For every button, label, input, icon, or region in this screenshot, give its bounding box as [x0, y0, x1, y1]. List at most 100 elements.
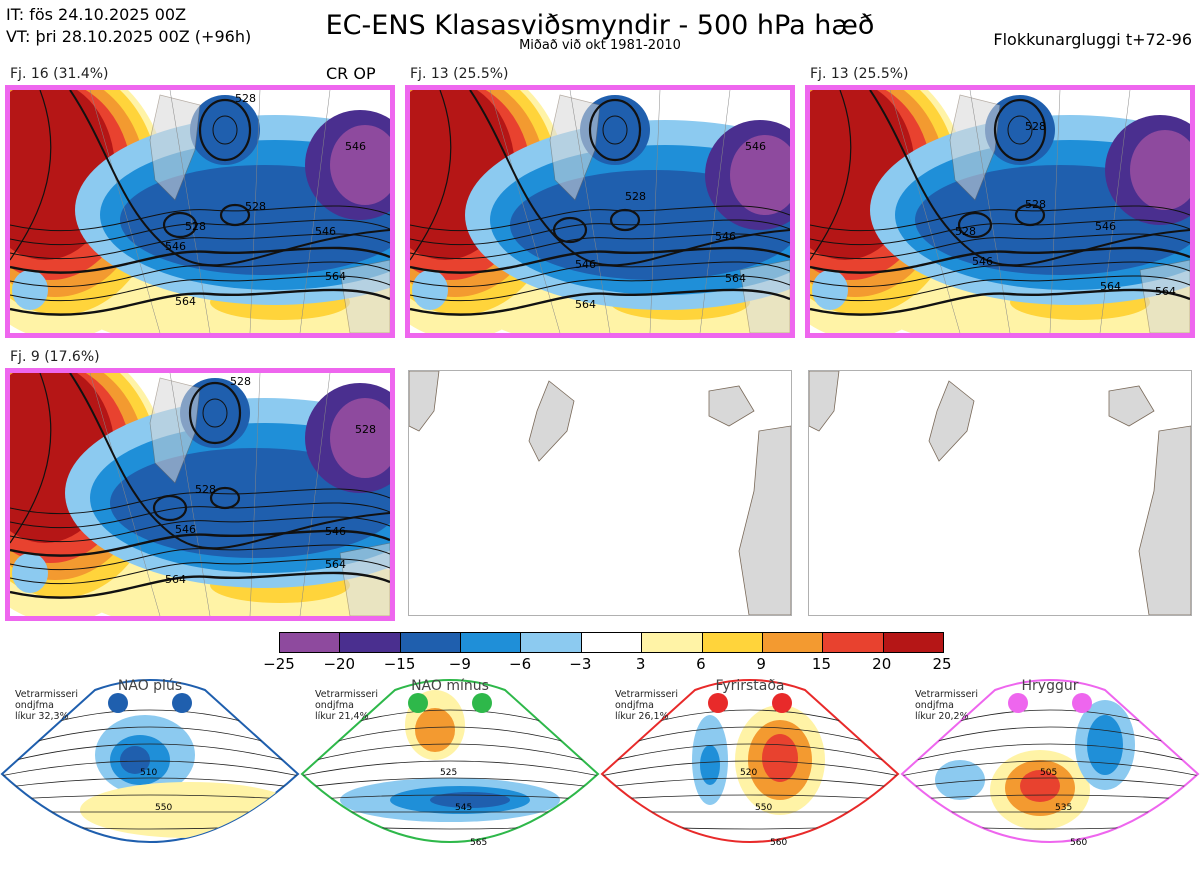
- colorbar-bin: [883, 633, 943, 652]
- contour-label: 564: [325, 270, 346, 283]
- regime-contour-label: 560: [770, 838, 787, 848]
- regime-name: Fyrirstaða: [716, 678, 785, 694]
- colorbar-bin: [581, 633, 643, 652]
- empty-map-2: [808, 370, 1192, 616]
- regime-marker: [772, 693, 792, 713]
- classification-window: Flokkunargluggi t+72-96: [993, 30, 1192, 49]
- contour-label: 528: [1025, 120, 1046, 133]
- colorbar-tick: −25: [263, 655, 295, 673]
- colorbar-bin: [823, 633, 884, 652]
- cluster-1-label: Fj. 16 (31.4%): [10, 66, 109, 82]
- contour-label: 564: [165, 573, 186, 586]
- contour-label: 564: [575, 298, 596, 311]
- contour-label: 528: [955, 225, 976, 238]
- colorbar-tick: 20: [872, 655, 892, 673]
- cluster-map-4-svg: 528 528 528 546 546 564 564: [10, 373, 390, 616]
- cluster-map-1[interactable]: 528 528 528 546 546 546 564 564: [5, 85, 395, 338]
- regime-marker: [1072, 693, 1092, 713]
- regime-note: Vetrarmisseri: [615, 689, 678, 700]
- cluster-map-1-svg: 528 528 528 546 546 546 564 564: [10, 90, 390, 333]
- contour-label: 564: [725, 272, 746, 285]
- regime-note: líkur 20,2%: [915, 711, 969, 722]
- contour-label: 546: [575, 258, 596, 271]
- regime-contour-label: 535: [1055, 803, 1072, 813]
- colorbar-bin: [702, 633, 763, 652]
- colorbar-bin: [642, 633, 703, 652]
- regime-name: Hryggur: [1022, 678, 1079, 694]
- contour-label: 528: [625, 190, 646, 203]
- regime-contour-label: 550: [155, 803, 172, 813]
- contour-label: 546: [165, 240, 186, 253]
- regime-note: ondjfma: [15, 700, 54, 711]
- cluster-map-3[interactable]: 528 528 528 546 546 564 564: [805, 85, 1195, 338]
- regime-contour-label: 545: [455, 803, 472, 813]
- regime-note: líkur 26,1%: [615, 711, 669, 722]
- anomaly-colorbar: [279, 632, 944, 653]
- contour-label: 546: [345, 140, 366, 153]
- regime-marker: [472, 693, 492, 713]
- regime-contour-label: 505: [1040, 768, 1057, 778]
- contour-label: 528: [185, 220, 206, 233]
- colorbar-tick: 9: [756, 655, 766, 673]
- colorbar-tick: 3: [635, 655, 646, 673]
- valid-time: VT: þri 28.10.2025 00Z (+96h): [6, 27, 252, 46]
- colorbar-tick: −6: [509, 655, 532, 673]
- colorbar-bin: [280, 633, 341, 652]
- colorbar-tick: −15: [383, 655, 416, 673]
- contour-label: 546: [972, 255, 993, 268]
- contour-label: 546: [1095, 220, 1116, 233]
- regime-contour-label: 560: [1070, 838, 1087, 848]
- contour-label: 564: [175, 295, 196, 308]
- regime-note: líkur 21,4%: [315, 711, 369, 722]
- regime-note: ondjfma: [315, 700, 354, 711]
- contour-label: 546: [325, 525, 346, 538]
- regime-note: Vetrarmisseri: [915, 689, 978, 700]
- regime-marker: [108, 693, 128, 713]
- regime-contour-label: 550: [755, 803, 772, 813]
- colorbar-bin: [340, 633, 401, 652]
- colorbar-bin: [762, 633, 824, 652]
- regime-name: NAO plús: [118, 678, 182, 694]
- cluster-map-2[interactable]: 528 546 546 546 564 564: [405, 85, 795, 338]
- init-time: IT: fös 24.10.2025 00Z: [6, 5, 187, 24]
- cluster-3-label: Fj. 13 (25.5%): [810, 66, 909, 82]
- contour-label: 528: [1025, 198, 1046, 211]
- colorbar-tick: −9: [448, 655, 471, 673]
- cluster-map-3-svg: 528 528 528 546 546 564 564: [810, 90, 1190, 333]
- regime-marker: [408, 693, 428, 713]
- regime-marker: [708, 693, 728, 713]
- cluster-4-label: Fj. 9 (17.6%): [10, 349, 100, 365]
- contour-label: 564: [1100, 280, 1121, 293]
- regime-marker: [1008, 693, 1028, 713]
- colorbar-tick: 25: [932, 655, 952, 673]
- contour-label: 546: [175, 523, 196, 536]
- colorbar-tick: −20: [323, 655, 356, 673]
- contour-label: 546: [715, 230, 736, 243]
- colorbar-bin: [461, 633, 522, 652]
- regime-contour-label: 525: [440, 768, 457, 778]
- contour-label: 528: [235, 92, 256, 105]
- cluster-map-2-svg: 528 546 546 546 564 564: [410, 90, 790, 333]
- contour-label: 528: [195, 483, 216, 496]
- colorbar-bin: [521, 633, 582, 652]
- colorbar-tick: 6: [696, 655, 706, 673]
- regime-note: ondjfma: [915, 700, 954, 711]
- colorbar-bin: [400, 633, 462, 652]
- page-title: EC-ENS Klasasviðsmyndir - 500 hPa hæð: [325, 10, 875, 41]
- regime-contour-label: 520: [740, 768, 757, 778]
- empty-map-1: [408, 370, 792, 616]
- regime-name: NAO mínus: [411, 678, 489, 694]
- cluster-1-tag: CR OP: [326, 64, 376, 83]
- contour-label: 528: [245, 200, 266, 213]
- cluster-map-4[interactable]: 528 528 528 546 546 564 564: [5, 368, 395, 621]
- contour-label: 564: [1155, 285, 1176, 298]
- regime-note: líkur 32,3%: [15, 711, 69, 722]
- page-subtitle: Miðað við okt 1981-2010: [519, 38, 681, 53]
- regime-note: ondjfma: [615, 700, 654, 711]
- empty-map-2-svg: [809, 371, 1191, 615]
